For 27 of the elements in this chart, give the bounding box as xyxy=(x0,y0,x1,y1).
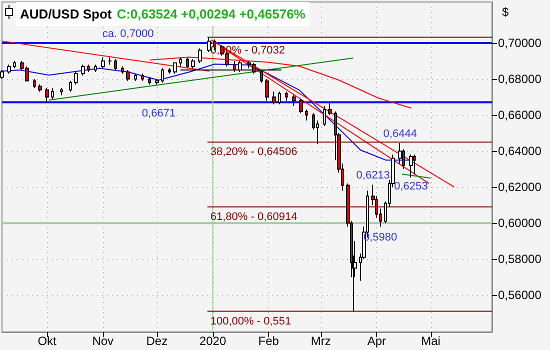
y-tick-label: 0,56000 xyxy=(498,288,542,302)
y-tick-label: 0,58000 xyxy=(498,252,542,266)
y-tick-label: 0,66000 xyxy=(498,108,542,122)
x-tick-label: Mrz xyxy=(310,334,331,348)
y-tick-label: 0,64000 xyxy=(498,144,542,158)
annotation: 100,00% - 0,551 xyxy=(210,315,292,328)
x-tick-label: Apr xyxy=(367,334,386,348)
annotation: 0,6213 xyxy=(356,170,390,182)
annotation: 61,80% - 0,60914 xyxy=(210,210,298,223)
x-tick-label: Mai xyxy=(421,334,440,348)
y-tick-label: 0,62000 xyxy=(498,180,542,194)
annotation: 38,20% - 0,64506 xyxy=(210,146,298,158)
annotation: 0,6444 xyxy=(383,128,417,140)
x-tick-label: 2020 xyxy=(199,334,226,348)
y-tick-label: 0,68000 xyxy=(498,72,542,86)
annotation: 0,6671 xyxy=(142,107,176,120)
y-axis-title: $ xyxy=(502,5,509,19)
chart-subtitle: C:0,63524 +0,00294 +0,46576% xyxy=(116,6,306,22)
y-tick-label: 0,60000 xyxy=(498,216,542,230)
x-tick-label: Okt xyxy=(38,334,58,348)
annotation: 0,6253 xyxy=(394,180,428,193)
y-tick-label: 0,70000 xyxy=(498,36,542,50)
x-tick-label: Feb xyxy=(258,334,280,348)
x-tick-label: Nov xyxy=(92,334,114,348)
chart-title: AUD/USD Spot xyxy=(20,6,112,22)
x-tick-label: Dez xyxy=(146,334,168,348)
annotation: ca. 0,7000 xyxy=(102,28,154,40)
